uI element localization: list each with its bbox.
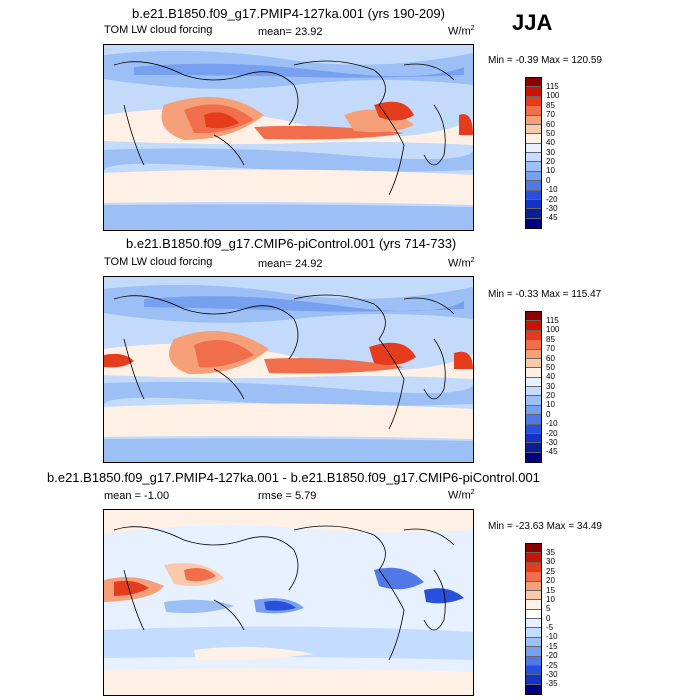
panel-1-units: W/m2 — [448, 25, 475, 38]
panel-3-title: b.e21.B1850.f09_g17.PMIP4-127ka.001 - b.… — [47, 470, 540, 485]
panel-2-colorbar — [525, 311, 542, 463]
panel-3-map — [103, 509, 474, 696]
panel-2-colorbar-labels: 115 100 85 70 60 50 40 30 20 10 0 -10 -20 -30 -45 — [546, 316, 560, 457]
panel-3-colorbar-labels: 35 30 25 20 15 10 5 0 -5 -10 -15 -20 -25 -30 -35 — [546, 548, 558, 689]
panel-2-minmax: Min = -0.33 Max = 115.47 — [488, 289, 602, 300]
panel-1-variable-label: TOM LW cloud forcing — [104, 24, 213, 36]
panel-3-rmse-label: rmse = 5.79 — [258, 490, 317, 502]
panel-3-colorbar — [525, 543, 542, 695]
panel-1-title: b.e21.B1850.f09_g17.PMIP4-127ka.001 (yrs… — [132, 6, 445, 21]
panel-1-mean-label: mean= 23.92 — [258, 26, 323, 38]
panel-3-map-field — [104, 510, 473, 695]
panel-3-minmax: Min = -23.63 Max = 34.49 — [488, 521, 602, 532]
panel-2-units: W/m2 — [448, 257, 475, 270]
panel-1-map — [103, 44, 474, 231]
panel-1-map-field — [104, 45, 473, 230]
panel-3-mean-label: mean = -1.00 — [104, 490, 170, 502]
panel-2-map — [103, 276, 474, 463]
panel-2-map-field — [104, 277, 473, 462]
panel-3-units: W/m2 — [448, 489, 475, 502]
panel-1-minmax: Min = -0.39 Max = 120.59 — [488, 55, 602, 66]
season-label: JJA — [512, 10, 553, 35]
panel-1-colorbar-labels: 115 100 85 70 60 50 40 30 20 10 0 -10 -20 -30 -45 — [546, 82, 560, 223]
panel-2-variable-label: TOM LW cloud forcing — [104, 256, 213, 268]
panel-2-mean-label: mean= 24.92 — [258, 258, 323, 270]
panel-2-title: b.e21.B1850.f09_g17.CMIP6-piControl.001 … — [126, 236, 457, 251]
panel-1-colorbar — [525, 77, 542, 229]
